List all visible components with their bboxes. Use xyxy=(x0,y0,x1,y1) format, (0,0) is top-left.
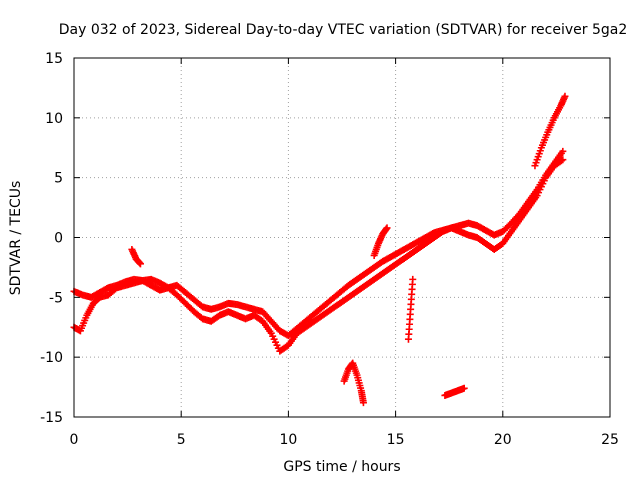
series-4 xyxy=(340,359,367,407)
plot-points xyxy=(70,92,569,407)
y-tick-label: 10 xyxy=(45,111,63,127)
x-tick-label: 10 xyxy=(279,432,297,448)
data-point xyxy=(409,275,417,283)
x-tick-label: 20 xyxy=(494,432,512,448)
y-tick-label: -10 xyxy=(40,350,63,366)
axis-ticks: 0 5 10 15 20 25 -15 -10 -5 0 5 10 15 xyxy=(40,51,619,448)
y-axis-label: SDTVAR / TECUs xyxy=(8,181,24,296)
x-axis-label: GPS time / hours xyxy=(283,459,400,475)
y-tick-label: -5 xyxy=(49,290,63,306)
series-5 xyxy=(370,224,391,259)
series-7 xyxy=(441,384,468,399)
data-point xyxy=(383,224,391,232)
chart-title: Day 032 of 2023, Sidereal Day-to-day VTE… xyxy=(59,22,628,38)
x-tick-label: 15 xyxy=(387,432,405,448)
y-tick-label: 0 xyxy=(54,231,63,247)
series-8 xyxy=(531,92,569,170)
y-tick-label: -15 xyxy=(40,410,63,426)
data-point xyxy=(561,92,569,100)
x-tick-label: 5 xyxy=(177,432,186,448)
series-6 xyxy=(404,275,417,343)
data-point xyxy=(559,147,567,155)
series-1 xyxy=(70,156,567,355)
data-point xyxy=(136,260,144,268)
data-point xyxy=(460,384,468,392)
y-tick-label: 5 xyxy=(54,171,63,187)
series-2 xyxy=(70,147,567,340)
grid xyxy=(74,58,610,417)
data-point xyxy=(359,399,367,407)
series-3 xyxy=(128,245,144,268)
x-tick-label: 25 xyxy=(601,432,619,448)
x-tick-label: 0 xyxy=(70,432,79,448)
y-tick-label: 15 xyxy=(45,51,63,67)
